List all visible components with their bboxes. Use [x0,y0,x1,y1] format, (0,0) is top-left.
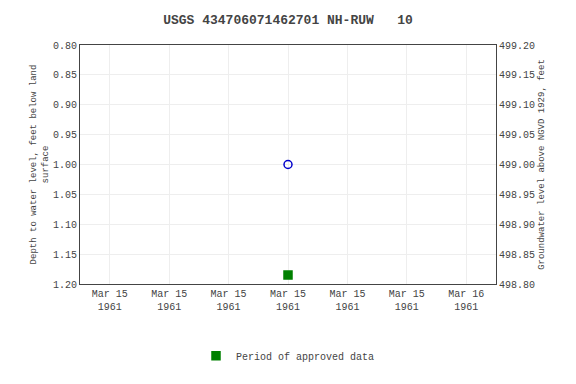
svg-text:499.20: 499.20 [499,41,535,52]
svg-text:Mar 151961: Mar 151961 [92,289,128,313]
svg-text:1.10: 1.10 [53,220,77,231]
svg-text:Mar 151961: Mar 151961 [151,289,187,313]
svg-text:0.90: 0.90 [53,100,77,111]
svg-text:0.95: 0.95 [53,130,77,141]
svg-text:499.10: 499.10 [499,100,535,111]
svg-text:1.00: 1.00 [53,160,77,171]
svg-text:USGS 434706071462701 NH-RUW: USGS 434706071462701 NH-RUW 10 [163,13,413,28]
svg-text:1.05: 1.05 [53,190,77,201]
svg-text:Period of approved data: Period of approved data [236,352,374,363]
svg-text:498.90: 498.90 [499,220,535,231]
svg-text:499.15: 499.15 [499,70,535,81]
svg-text:Mar 151961: Mar 151961 [329,289,365,313]
svg-text:Groundwater level above NGVD 1: Groundwater level above NGVD 1929, feet [537,59,547,270]
svg-text:498.80: 498.80 [499,280,535,291]
svg-text:498.85: 498.85 [499,250,535,261]
svg-text:499.00: 499.00 [499,160,535,171]
svg-text:Mar 161961: Mar 161961 [448,289,484,313]
svg-text:0.80: 0.80 [53,41,77,52]
svg-text:Mar 151961: Mar 151961 [211,289,247,313]
svg-text:Mar 151961: Mar 151961 [389,289,425,313]
svg-text:Depth to water level, feet bel: Depth to water level, feet below landsur… [29,65,51,265]
svg-text:0.85: 0.85 [53,70,77,81]
svg-text:1.20: 1.20 [53,280,77,291]
svg-text:Mar 151961: Mar 151961 [270,289,306,313]
svg-text:498.95: 498.95 [499,190,535,201]
svg-text:1.15: 1.15 [53,250,77,261]
svg-text:499.05: 499.05 [499,130,535,141]
